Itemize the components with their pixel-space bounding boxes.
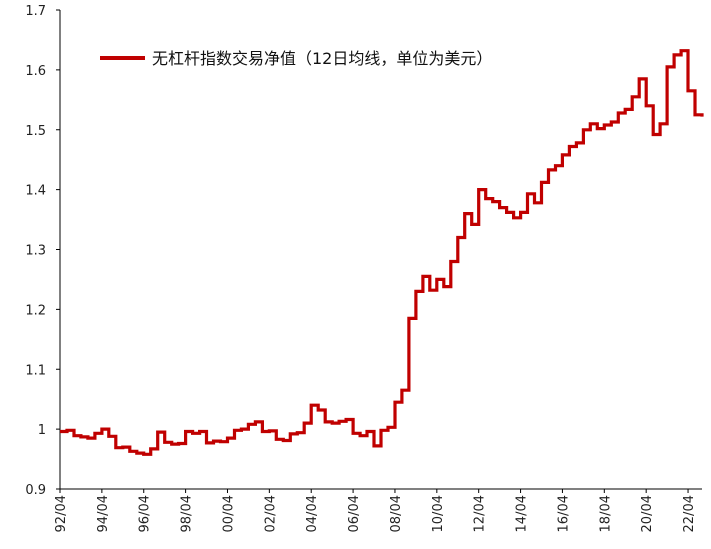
x-tick-label: 06/04	[347, 495, 362, 532]
x-tick-label: 16/04	[556, 495, 571, 532]
x-tick-label: 20/04	[640, 495, 655, 532]
y-tick-label: 1.2	[25, 303, 46, 318]
x-tick-label: 96/04	[138, 495, 153, 532]
x-tick-label: 00/04	[221, 495, 236, 532]
legend: 无杠杆指数交易净值（12日均线，单位为美元）	[100, 49, 492, 68]
x-tick-label: 14/04	[515, 495, 530, 532]
series-line-0	[60, 49, 704, 456]
y-tick-label: 1.7	[25, 4, 46, 19]
x-tick-label: 12/04	[473, 495, 488, 532]
x-tick-label: 04/04	[305, 495, 320, 532]
x-tick-label: 18/04	[598, 495, 613, 532]
y-axis-ticks: 0.9 1 1.1 1.2 1.3 1.4 1.5 1.6 1.7	[25, 4, 60, 498]
legend-label: 无杠杆指数交易净值（12日均线，单位为美元）	[152, 49, 492, 68]
series-layer	[60, 49, 704, 456]
x-tick-label: 08/04	[389, 495, 404, 532]
axes	[59, 10, 702, 490]
x-tick-label: 02/04	[263, 495, 278, 532]
x-axis-ticks: 92/04 94/04 96/04 98/04 00/04 02/04 04/04 06/04…	[54, 489, 697, 532]
y-tick-label: 0.9	[25, 483, 46, 498]
y-tick-label: 1.4	[25, 184, 46, 199]
y-tick-label: 1.6	[25, 64, 46, 79]
y-tick-label: 1.3	[25, 244, 46, 259]
y-tick-label: 1.1	[25, 363, 46, 378]
y-tick-label: 1.5	[25, 124, 46, 139]
x-tick-label: 22/04	[682, 495, 697, 532]
x-tick-label: 94/04	[96, 495, 111, 532]
x-tick-label: 92/04	[54, 495, 69, 532]
x-tick-label: 98/04	[180, 495, 195, 532]
y-tick-label: 1	[38, 423, 46, 438]
x-tick-label: 10/04	[431, 495, 446, 532]
